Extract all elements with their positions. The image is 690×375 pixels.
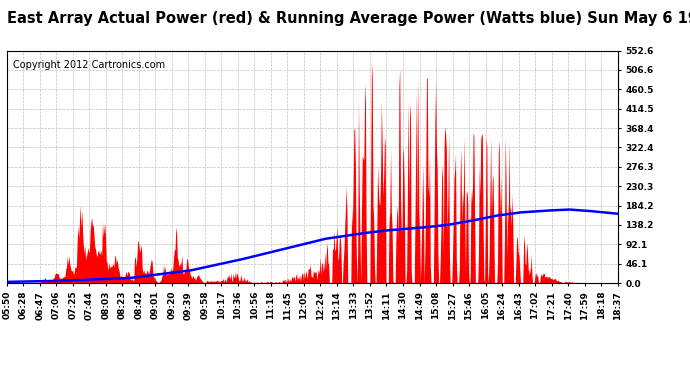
Text: East Array Actual Power (red) & Running Average Power (Watts blue) Sun May 6 19:: East Array Actual Power (red) & Running …: [7, 11, 690, 26]
Text: Copyright 2012 Cartronics.com: Copyright 2012 Cartronics.com: [13, 60, 165, 70]
